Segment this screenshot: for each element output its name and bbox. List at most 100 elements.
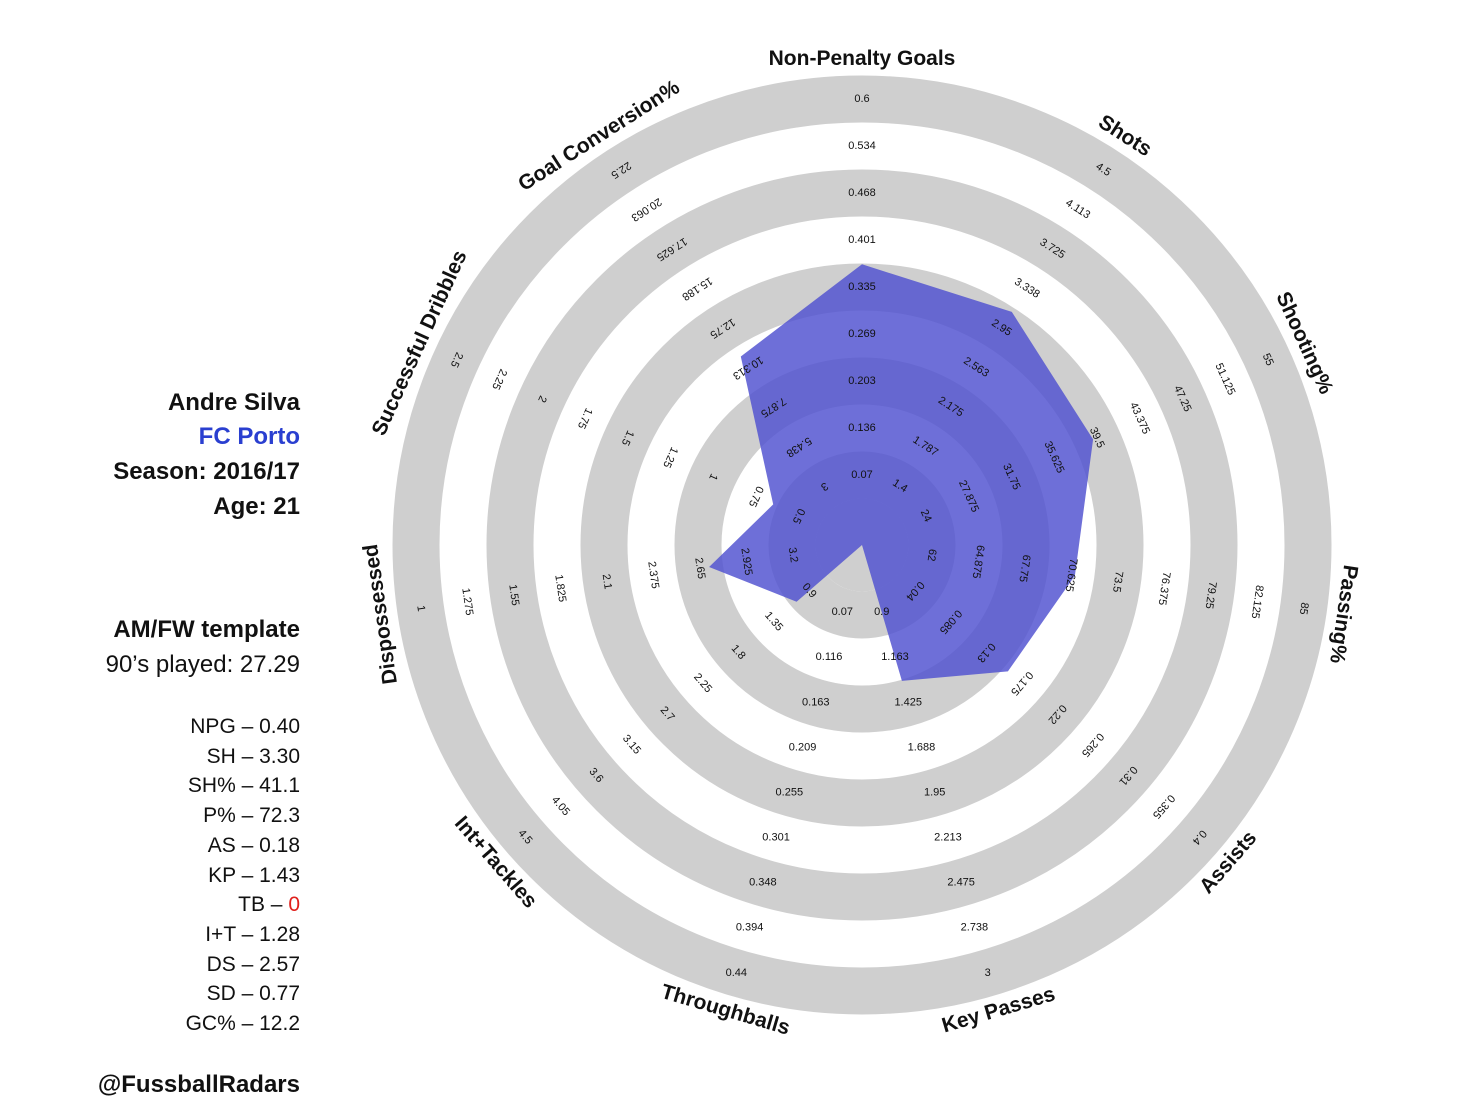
tick-label: 3 [818,479,830,492]
tick-label: 3.2 [786,547,800,564]
tick-label: 1.55 [506,584,521,607]
stat-value: 0.18 [259,833,300,857]
tick-label: 67.75 [1016,554,1032,583]
tick-label: 1.25 [660,445,680,469]
age-label: Age: 21 [213,493,300,520]
tick-label: 0.163 [802,696,830,708]
season-label: Season: 2016/17 [113,458,300,485]
tick-label: 1 [706,472,719,483]
tick-label: 1.688 [908,741,936,753]
tick-label: 2 [535,394,548,405]
stat-row: NPG – 0.40 [186,712,300,742]
tick-label: 43.375 [1127,400,1152,436]
tick-label: 0.75 [746,484,766,508]
stat-label: SH% – [187,774,260,798]
stat-value: 0.40 [259,715,300,738]
tick-label: 1.5 [619,428,636,447]
tick-label: 0.116 [816,651,843,663]
tick-label: 1 [414,605,427,613]
tick-label: 55 [1260,352,1276,368]
tick-label: 70.625 [1063,557,1080,592]
tick-label: 2.375 [645,561,661,590]
stat-row: SD – 0.77 [186,979,300,1009]
tick-label: 0.07 [851,469,872,481]
stat-row: TB – 0 [186,890,300,920]
tick-label: 0.5 [790,507,807,526]
tick-label: 15.188 [680,274,715,302]
stat-label: P% – [203,804,260,828]
stat-label: KP – [208,863,260,887]
tick-label: 1.425 [894,696,922,708]
radar-polygon [709,264,1094,681]
played-label: 90’s played: 27.29 [105,651,300,678]
team-name: FC Porto [198,423,300,450]
tick-label: 0.534 [848,140,876,152]
tick-label: 62 [925,548,939,562]
tick-label: 2.25 [691,671,714,695]
stat-row: P% – 72.3 [186,801,300,831]
tick-label: 4.05 [549,794,572,818]
tick-label: 20.063 [629,195,664,223]
tick-label: 0.6 [854,93,869,105]
player-name: Andre Silva [167,389,300,416]
tick-label: 2.213 [934,832,962,844]
tick-label: 0.265 [1079,730,1106,759]
tick-label: 0.269 [848,328,876,340]
tick-label: 85 [1297,602,1311,616]
tick-label: 3.338 [1012,276,1042,301]
stat-label: SD – [206,982,260,1006]
tick-label: 2.738 [961,922,989,934]
tick-label: 0.07 [832,606,853,618]
tick-label: 3.15 [620,733,643,757]
tick-label: 2.475 [947,877,975,889]
tick-label: 76.375 [1156,571,1173,606]
tick-label: 0.301 [762,832,790,844]
stat-label: GC% – [185,1012,260,1036]
tick-label: 0.175 [1008,669,1035,698]
stat-value: 1.28 [259,922,300,946]
tick-label: 79.25 [1203,581,1219,610]
tick-label: 2.925 [738,547,754,576]
stat-value: 0.77 [259,982,300,1006]
tick-label: 0.9 [874,606,889,618]
stat-value: 41.1 [259,774,300,798]
tick-label: 0.209 [789,741,817,753]
tick-label: 2.5 [448,350,465,369]
axis-title: Non-Penalty Goals [769,47,956,70]
tick-label: 1.75 [575,406,595,430]
radar-ring [392,75,1332,1015]
stat-row: DS – 2.57 [186,950,300,980]
tick-label: 51.125 [1213,361,1238,397]
axis-title: Passing% [1325,563,1362,665]
stat-value: 12.2 [259,1012,300,1036]
stat-label: I+T – [205,922,260,946]
tick-label: 1.825 [552,574,568,603]
tick-label: 2.1 [600,573,614,590]
stat-row: AS – 0.18 [186,831,300,861]
tick-label: 2.25 [489,367,509,391]
stat-value: 1.43 [259,863,300,887]
stat-label: SH – [206,744,260,768]
tick-label: 2.65 [692,557,707,580]
stat-row: GC% – 12.2 [186,1009,300,1039]
tick-label: 0.44 [726,967,747,979]
tick-label: 24 [918,508,934,524]
tick-label: 0.468 [848,187,876,199]
tick-label: 0.348 [749,877,777,889]
radar-ring [486,169,1238,921]
stat-row: KP – 1.43 [186,861,300,891]
stat-label: AS – [207,833,260,857]
tick-label: 0.136 [848,422,876,434]
tick-label: 0.335 [848,281,876,293]
stat-label: DS – [206,952,260,976]
tick-label: 82.125 [1249,584,1266,619]
tick-label: 0.401 [848,234,876,246]
tick-label: 1.35 [762,610,785,634]
tick-label: 1.95 [924,786,945,798]
handle-label: @FussballRadars [97,1071,300,1098]
stat-value: 2.57 [259,952,300,976]
stat-row: I+T – 1.28 [186,920,300,950]
stat-label: TB – [238,893,289,917]
stat-value: 3.30 [259,744,300,768]
